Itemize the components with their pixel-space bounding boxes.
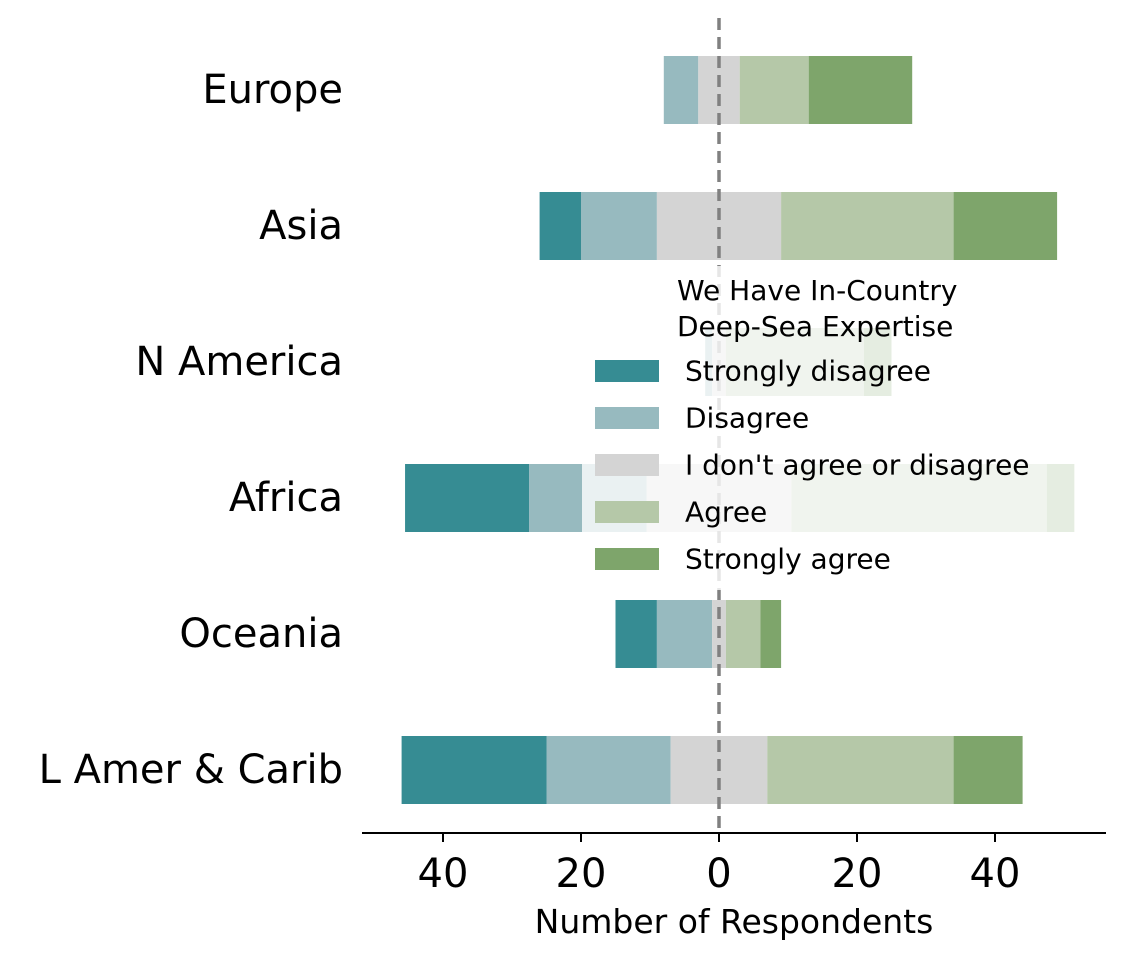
bar-oceania-agree: [725, 600, 761, 668]
x-axis-label: Number of Respondents: [535, 902, 934, 941]
legend-swatch-strongly-agree: [595, 548, 659, 570]
legend-swatch-i-don-t-agree-or-disagree: [595, 454, 659, 476]
x-tick-label: 40: [418, 851, 469, 897]
bar-asia-strongly-disagree: [539, 192, 581, 260]
x-tick-label: 0: [706, 851, 731, 897]
x-tick-label: 20: [556, 851, 607, 897]
legend-label-strongly-agree: Strongly agree: [685, 543, 891, 576]
bar-asia-strongly-agree: [953, 192, 1058, 260]
legend-swatch-agree: [595, 501, 659, 523]
bar-l-amer-carib-strongly-agree: [953, 736, 1023, 804]
bar-oceania-strongly-agree: [760, 600, 782, 668]
bar-oceania-strongly-disagree: [615, 600, 657, 668]
bar-europe-strongly-agree: [808, 56, 913, 124]
y-tick-label-africa: Africa: [229, 475, 343, 521]
bar-oceania-disagree: [656, 600, 713, 668]
legend-background: [582, 266, 1098, 590]
legend-label-strongly-disagree: Strongly disagree: [685, 355, 931, 388]
bar-l-amer-carib-disagree: [546, 736, 671, 804]
legend-title-line-2: Deep-Sea Expertise: [677, 310, 953, 343]
legend: We Have In-Country Deep-Sea Expertise St…: [582, 266, 1098, 590]
y-tick-label-europe: Europe: [202, 67, 343, 113]
legend-swatch-disagree: [595, 407, 659, 429]
legend-label-agree: Agree: [685, 496, 767, 529]
x-tick-label: 20: [832, 851, 883, 897]
bar-asia-agree: [781, 192, 954, 260]
bar-l-amer-carib-agree: [767, 736, 954, 804]
legend-items: Strongly disagree Disagree I don't agree o…: [595, 355, 1030, 576]
bar-europe-agree: [739, 56, 809, 124]
bar-l-amer-carib-strongly-disagree: [401, 736, 547, 804]
legend-label-i-don-t-agree-or-disagree: I don't agree or disagree: [685, 449, 1030, 482]
legend-swatch-strongly-disagree: [595, 360, 659, 382]
bar-europe-disagree: [663, 56, 699, 124]
y-tick-label-oceania: Oceania: [179, 611, 343, 657]
legend-label-disagree: Disagree: [685, 402, 809, 435]
y-tick-label-n-america: N America: [135, 339, 343, 385]
y-tick-label-l-amer-carib: L Amer & Carib: [39, 747, 343, 793]
x-tick-label: 40: [970, 851, 1021, 897]
bar-asia-disagree: [581, 192, 657, 260]
y-tick-label-asia: Asia: [259, 203, 343, 249]
y-tick-labels: Europe Asia N America Africa Oceania L Amer &…: [39, 67, 343, 793]
bar-africa-strongly-disagree: [405, 464, 530, 532]
legend-title-line-1: We Have In-Country: [677, 274, 957, 307]
x-ticks: 40 20 0 20 40: [418, 833, 1021, 897]
